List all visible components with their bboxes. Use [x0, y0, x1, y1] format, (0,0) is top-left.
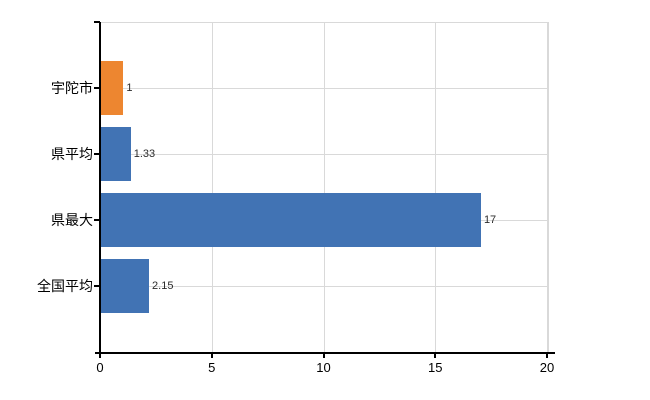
- x-axis-tick: [434, 352, 437, 358]
- bar-value-label: 2.15: [152, 280, 174, 292]
- y-axis-tick: [94, 153, 100, 155]
- category-label: 県最大: [51, 212, 93, 228]
- horizontal-gridline: [101, 286, 548, 287]
- x-axis-tick-label: 0: [96, 360, 104, 375]
- category-label: 全国平均: [37, 278, 93, 294]
- bar-value-label: 1: [126, 82, 133, 94]
- vertical-gridline: [323, 22, 325, 352]
- bar: [101, 259, 150, 313]
- plot-area: [100, 22, 549, 353]
- x-axis-tick: [546, 352, 548, 358]
- x-axis-tick: [322, 352, 325, 358]
- y-axis-tick: [94, 219, 100, 221]
- bar: [101, 61, 124, 115]
- y-axis-end-tick: [94, 21, 100, 23]
- x-axis-line: [95, 352, 555, 354]
- category-label: 宇陀市: [51, 80, 93, 96]
- bar: [101, 127, 131, 181]
- x-axis-tick-label: 15: [428, 360, 443, 375]
- horizontal-gridline: [101, 88, 548, 89]
- vertical-gridline: [211, 22, 213, 352]
- y-axis-line: [99, 22, 101, 357]
- x-axis-tick: [210, 352, 213, 358]
- bar-value-label: 1.33: [133, 148, 156, 160]
- category-label: 県平均: [51, 146, 93, 162]
- x-axis-tick-label: 20: [539, 360, 555, 375]
- x-axis-tick-label: 10: [316, 360, 331, 375]
- y-axis-tick: [94, 87, 100, 89]
- bar: [101, 193, 481, 247]
- x-axis-tick-label: 5: [208, 360, 216, 375]
- vertical-gridline: [435, 22, 437, 352]
- bar-value-label: 17: [483, 214, 497, 226]
- vertical-gridline: [547, 22, 548, 352]
- y-axis-tick: [94, 285, 100, 287]
- horizontal-gridline: [101, 154, 548, 155]
